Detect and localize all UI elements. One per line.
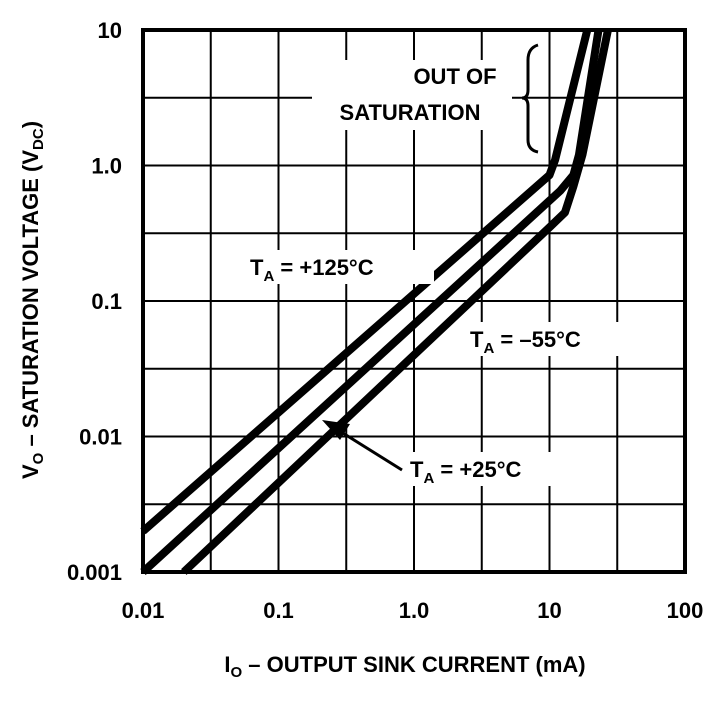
out-of-saturation-line1: OUT OF — [413, 64, 496, 89]
plot-frame — [141, 28, 687, 574]
x-tick-label: 10 — [537, 598, 561, 623]
label-minus55c: TA = –55°C — [470, 327, 581, 357]
x-tick-label: 0.01 — [122, 598, 165, 623]
x-tick-label: 0.1 — [263, 598, 294, 623]
x-tick-label: 1.0 — [399, 598, 430, 623]
y-tick-label: 1.0 — [91, 154, 122, 179]
series-line-+125°C — [140, 29, 592, 535]
x-axis-label: IO – OUTPUT SINK CURRENT (mA) — [224, 652, 585, 681]
curves — [140, 29, 612, 575]
arrow-head-25c — [322, 420, 350, 440]
y-tick-label: 10 — [98, 18, 122, 43]
brace-icon — [521, 43, 539, 154]
series-line--55°C — [181, 29, 612, 575]
y-tick-labels: 0.001 0.01 0.1 1.0 10 — [67, 18, 122, 585]
label-25c: TA = +25°C — [410, 457, 521, 487]
out-of-saturation-line2: SATURATION — [340, 100, 481, 125]
y-tick-label: 0.01 — [79, 425, 122, 450]
y-tick-label: 0.001 — [67, 560, 122, 585]
label-125c: TA = +125°C — [250, 255, 374, 285]
x-tick-label: 100 — [667, 598, 704, 623]
y-tick-label: 0.1 — [91, 289, 122, 314]
x-tick-labels: 0.01 0.1 1.0 10 100 — [122, 598, 704, 623]
arrow-25c — [337, 428, 403, 472]
y-axis-label: VO – SATURATION VOLTAGE (VDC) — [18, 121, 47, 479]
